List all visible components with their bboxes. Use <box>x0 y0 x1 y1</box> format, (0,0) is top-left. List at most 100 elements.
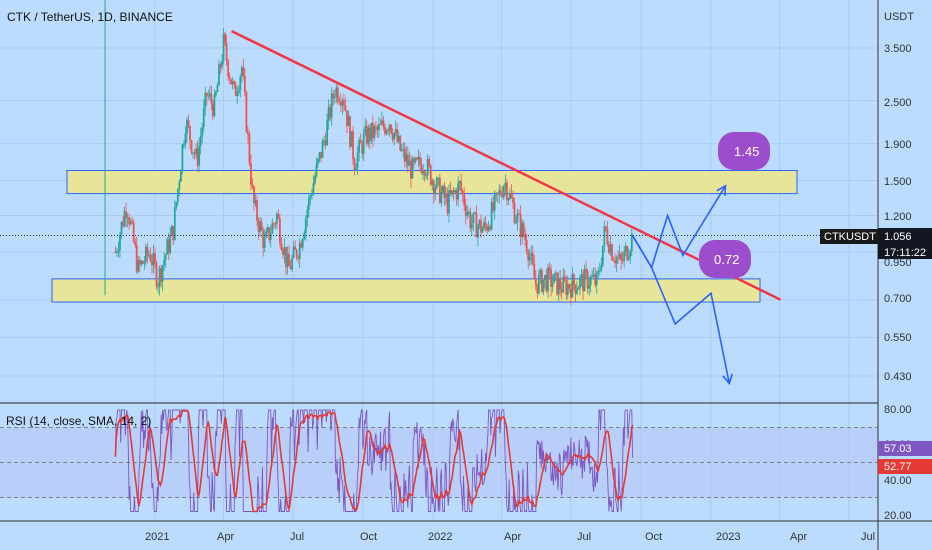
candle-body <box>117 249 120 252</box>
target-bubble-down[interactable]: 0.72 <box>699 240 751 278</box>
candle-body <box>338 101 341 103</box>
candle-body <box>399 135 402 151</box>
candle-body <box>559 278 562 290</box>
time-axis[interactable]: 2021 Apr Jul Oct 2022 Apr Jul Oct 2023 A… <box>145 531 875 543</box>
candle-body <box>152 252 155 266</box>
candle-body <box>198 145 201 166</box>
candle-body <box>425 175 428 177</box>
candle-body <box>140 260 143 265</box>
candle-body <box>554 272 557 274</box>
candle-body <box>271 223 274 234</box>
candle-body <box>536 283 539 294</box>
candle-body <box>603 226 606 246</box>
candle-body <box>597 271 600 273</box>
target-bubble-up[interactable]: 1.45 <box>718 132 770 170</box>
candle-body <box>611 244 613 260</box>
candle-body <box>565 280 568 295</box>
candle-body <box>336 87 339 102</box>
candle-body <box>370 122 373 141</box>
candle-body <box>297 257 300 259</box>
candle-body <box>490 202 493 230</box>
candle-body <box>509 192 511 199</box>
candle-body <box>408 160 411 166</box>
candle-body <box>448 190 450 214</box>
candle-body <box>250 163 252 185</box>
candle-body <box>390 124 393 134</box>
candle-body <box>303 232 306 240</box>
time-tick: 2021 <box>145 531 169 543</box>
candle-body <box>438 177 441 203</box>
candle-body <box>312 183 315 195</box>
candle-body <box>455 190 458 200</box>
candle-body <box>556 272 559 295</box>
candle-body <box>187 120 190 127</box>
candle-body <box>307 197 310 210</box>
candle-body <box>423 171 426 176</box>
candle-body <box>282 249 284 255</box>
candle-body <box>600 265 603 271</box>
candle-body <box>381 120 383 125</box>
candle-body <box>230 79 233 85</box>
candle-body <box>373 126 376 138</box>
candle-body <box>446 194 449 214</box>
candle-body <box>164 254 167 261</box>
candle-body <box>499 190 502 195</box>
symbol-price-badge[interactable]: CTKUSDT 1.056 17:11:22 0.950 <box>820 228 932 269</box>
candle-body <box>285 247 287 268</box>
candle-body <box>547 267 549 292</box>
rsi-tick: 80.00 <box>884 404 912 416</box>
target-bubble-down-bg <box>699 240 751 278</box>
candle-body <box>487 226 490 231</box>
candle-body <box>218 64 220 86</box>
candle-body <box>295 249 298 258</box>
rsi-label: RSI (14, close, SMA, 14, 2) <box>6 414 151 428</box>
candle-body <box>518 213 520 215</box>
countdown-badge-bg <box>878 245 932 259</box>
candle-body <box>306 209 309 219</box>
candle-body <box>405 154 408 162</box>
candle-body <box>122 221 124 227</box>
candle-body <box>525 240 528 252</box>
time-tick: 2023 <box>716 531 740 543</box>
candle-body <box>387 129 389 131</box>
candle-body <box>201 127 204 137</box>
candle-body <box>512 197 514 203</box>
candle-body <box>149 254 152 262</box>
candle-body <box>213 95 216 117</box>
candle-body <box>568 284 571 289</box>
candle-body <box>501 194 504 197</box>
candle-body <box>443 185 446 199</box>
candle-body <box>254 199 257 204</box>
candle-body <box>606 229 609 245</box>
candle-body <box>247 132 249 134</box>
candle-body <box>550 269 552 287</box>
candle-body <box>361 143 364 154</box>
candle-body <box>259 221 262 232</box>
rsi-tick: 20.00 <box>884 510 912 522</box>
candle-body <box>533 263 536 279</box>
candle-body <box>580 273 583 278</box>
candle-body <box>440 191 443 203</box>
candle-body <box>483 222 485 229</box>
candle-body <box>406 154 409 166</box>
candles <box>104 0 633 306</box>
candle-body <box>317 158 319 164</box>
candle-body <box>236 93 239 97</box>
candle-body <box>437 177 440 179</box>
candle-body <box>114 251 117 253</box>
candle-body <box>154 252 156 264</box>
candle-body <box>265 231 268 238</box>
candle-body <box>327 106 330 121</box>
candle-body <box>615 257 618 264</box>
price-axis[interactable]: 3.500 2.500 1.900 1.500 1.200 0.700 0.55… <box>884 43 912 383</box>
candle-body <box>310 194 313 196</box>
candle-body <box>524 235 527 241</box>
candle-body <box>521 222 524 238</box>
candle-body <box>239 76 242 91</box>
candle-body <box>119 234 121 250</box>
candle-body <box>195 148 198 155</box>
candle-body <box>426 159 429 176</box>
rsi-axis[interactable]: 80.00 60.00 40.00 20.00 57.03 52.77 <box>878 404 932 522</box>
candle-body <box>231 81 234 85</box>
